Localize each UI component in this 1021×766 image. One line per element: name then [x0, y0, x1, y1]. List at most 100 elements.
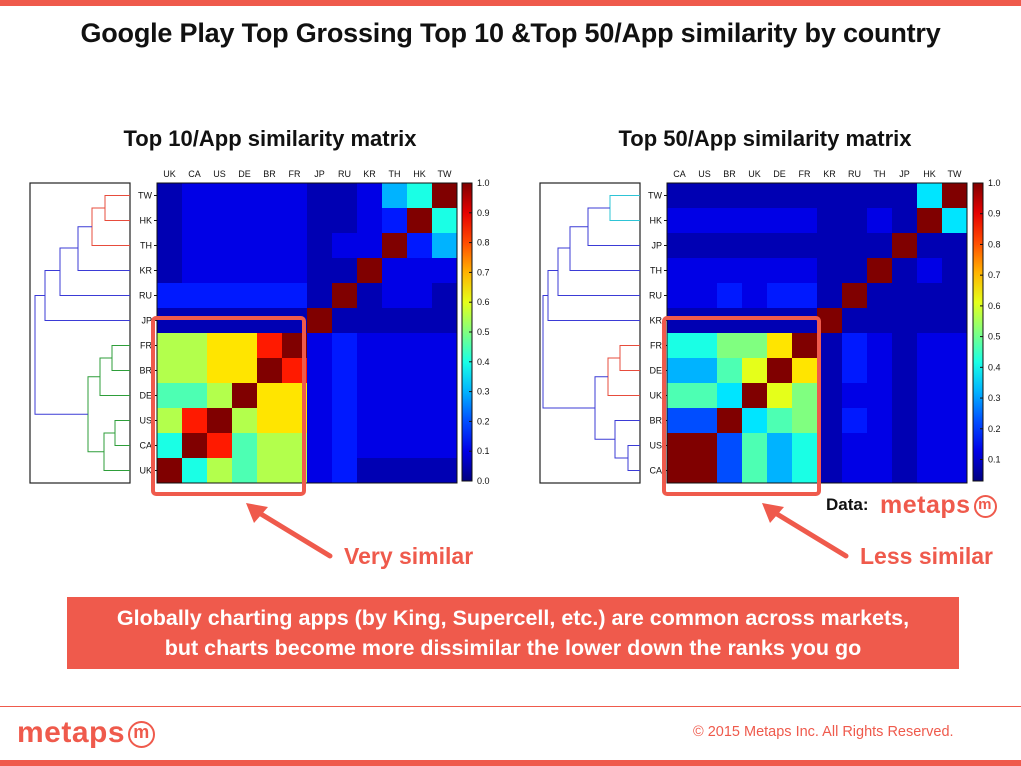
heatmap-cell [432, 433, 458, 459]
heatmap-cell [792, 258, 818, 284]
heatmap-cell [842, 258, 868, 284]
heatmap-cell [692, 258, 718, 284]
heatmap-cell [742, 208, 768, 234]
y-tick-label: TW [648, 191, 662, 201]
heatmap-cell [307, 358, 333, 384]
y-tick-label: BR [649, 416, 662, 426]
heatmap-cell [667, 308, 693, 334]
heatmap-cell [667, 458, 693, 484]
heatmap-cell [157, 283, 183, 309]
x-tick-label: TW [438, 169, 452, 179]
heatmap-cell [767, 408, 793, 434]
heatmap-cell [432, 183, 458, 209]
heatmap-cell [357, 358, 383, 384]
heatmap-cell [207, 383, 233, 409]
heatmap-cell [332, 333, 358, 359]
heatmap-cell [717, 208, 743, 234]
heatmap-cell [307, 233, 333, 259]
heatmap-cell [382, 458, 408, 484]
heatmap-cell [157, 208, 183, 234]
heatmap-cell [842, 433, 868, 459]
heatmap-cell [817, 233, 843, 259]
heatmap-cell [917, 383, 943, 409]
x-tick-label: TH [389, 169, 401, 179]
x-tick-label: CA [188, 169, 201, 179]
x-tick-label: UK [748, 169, 761, 179]
heatmap-cell [257, 383, 283, 409]
heatmap-cell [942, 433, 968, 459]
heatmap-cell [207, 433, 233, 459]
heatmap-cell [767, 233, 793, 259]
heatmap-cell [867, 183, 893, 209]
metaps-logo-footer: metaps m [17, 716, 156, 750]
heatmap-cell [182, 283, 208, 309]
heatmap-cell [182, 358, 208, 384]
heatmap-cell [792, 308, 818, 334]
heatmap-cell [792, 383, 818, 409]
dendrogram [34, 195, 130, 471]
heatmap-cell [282, 283, 308, 309]
colorbar-tick-label: 0.8 [988, 239, 1001, 249]
heatmap-cell [432, 408, 458, 434]
bottom-accent-bar [0, 760, 1021, 766]
heatmap-cell [842, 383, 868, 409]
colorbar-tick-label: 0.7 [477, 267, 490, 277]
heatmap-cell [382, 383, 408, 409]
heatmap-cell [767, 433, 793, 459]
heatmap-cell [842, 233, 868, 259]
heatmap-cell [332, 183, 358, 209]
x-tick-label: RU [338, 169, 351, 179]
heatmap-cell [842, 208, 868, 234]
heatmap-cell [942, 358, 968, 384]
y-tick-label: UK [649, 391, 662, 401]
x-tick-label: FR [799, 169, 811, 179]
y-tick-label: TH [650, 266, 662, 276]
page-title: Google Play Top Grossing Top 10 &Top 50/… [80, 18, 941, 48]
heatmap-cell [742, 183, 768, 209]
heatmap-cell [717, 458, 743, 484]
heatmap-cell [432, 308, 458, 334]
heatmap-cells [667, 183, 968, 484]
y-tick-label: BR [139, 366, 152, 376]
heatmap-cell [717, 408, 743, 434]
heatmap-cell [357, 258, 383, 284]
y-tick-label: TH [140, 241, 152, 251]
heatmap-cell [182, 308, 208, 334]
heatmap-cell [867, 258, 893, 284]
heatmap-cell [867, 283, 893, 309]
heatmap-cell [357, 383, 383, 409]
y-tick-label: FR [650, 341, 662, 351]
heatmap-cell [667, 183, 693, 209]
heatmap-cell [742, 283, 768, 309]
heatmap-cell [332, 383, 358, 409]
heatmap-cell [667, 233, 693, 259]
x-tick-label: KR [823, 169, 836, 179]
colorbar-tick-label: 1.0 [988, 178, 1001, 188]
heatmap-cell [892, 333, 918, 359]
heatmap-cell [742, 258, 768, 284]
chart-title-top50: Top 50/App similarity matrix [618, 126, 912, 151]
heatmap-cell [332, 208, 358, 234]
heatmap-cell [717, 433, 743, 459]
heatmap-cell [792, 183, 818, 209]
heatmap-cell [742, 458, 768, 484]
heatmap-cell [182, 208, 208, 234]
colorbar-tick-label: 0.1 [477, 446, 490, 456]
callout-less-similar: Less similar [860, 543, 993, 569]
heatmap-cell [917, 208, 943, 234]
colorbar-tick-label: 0.2 [477, 416, 490, 426]
heatmap-cell [357, 333, 383, 359]
heatmap-cell [717, 183, 743, 209]
heatmap-cell [232, 383, 258, 409]
heatmap-cell [667, 333, 693, 359]
heatmap-cell [942, 333, 968, 359]
heatmap-cell [717, 308, 743, 334]
footer-divider [0, 706, 1021, 707]
heatmap-cell [182, 333, 208, 359]
heatmap-cell [182, 458, 208, 484]
heatmap-cell [817, 283, 843, 309]
heatmap-cell [232, 433, 258, 459]
heatmap-cell [232, 183, 258, 209]
heatmap-cell [692, 358, 718, 384]
x-tick-label: TH [874, 169, 886, 179]
